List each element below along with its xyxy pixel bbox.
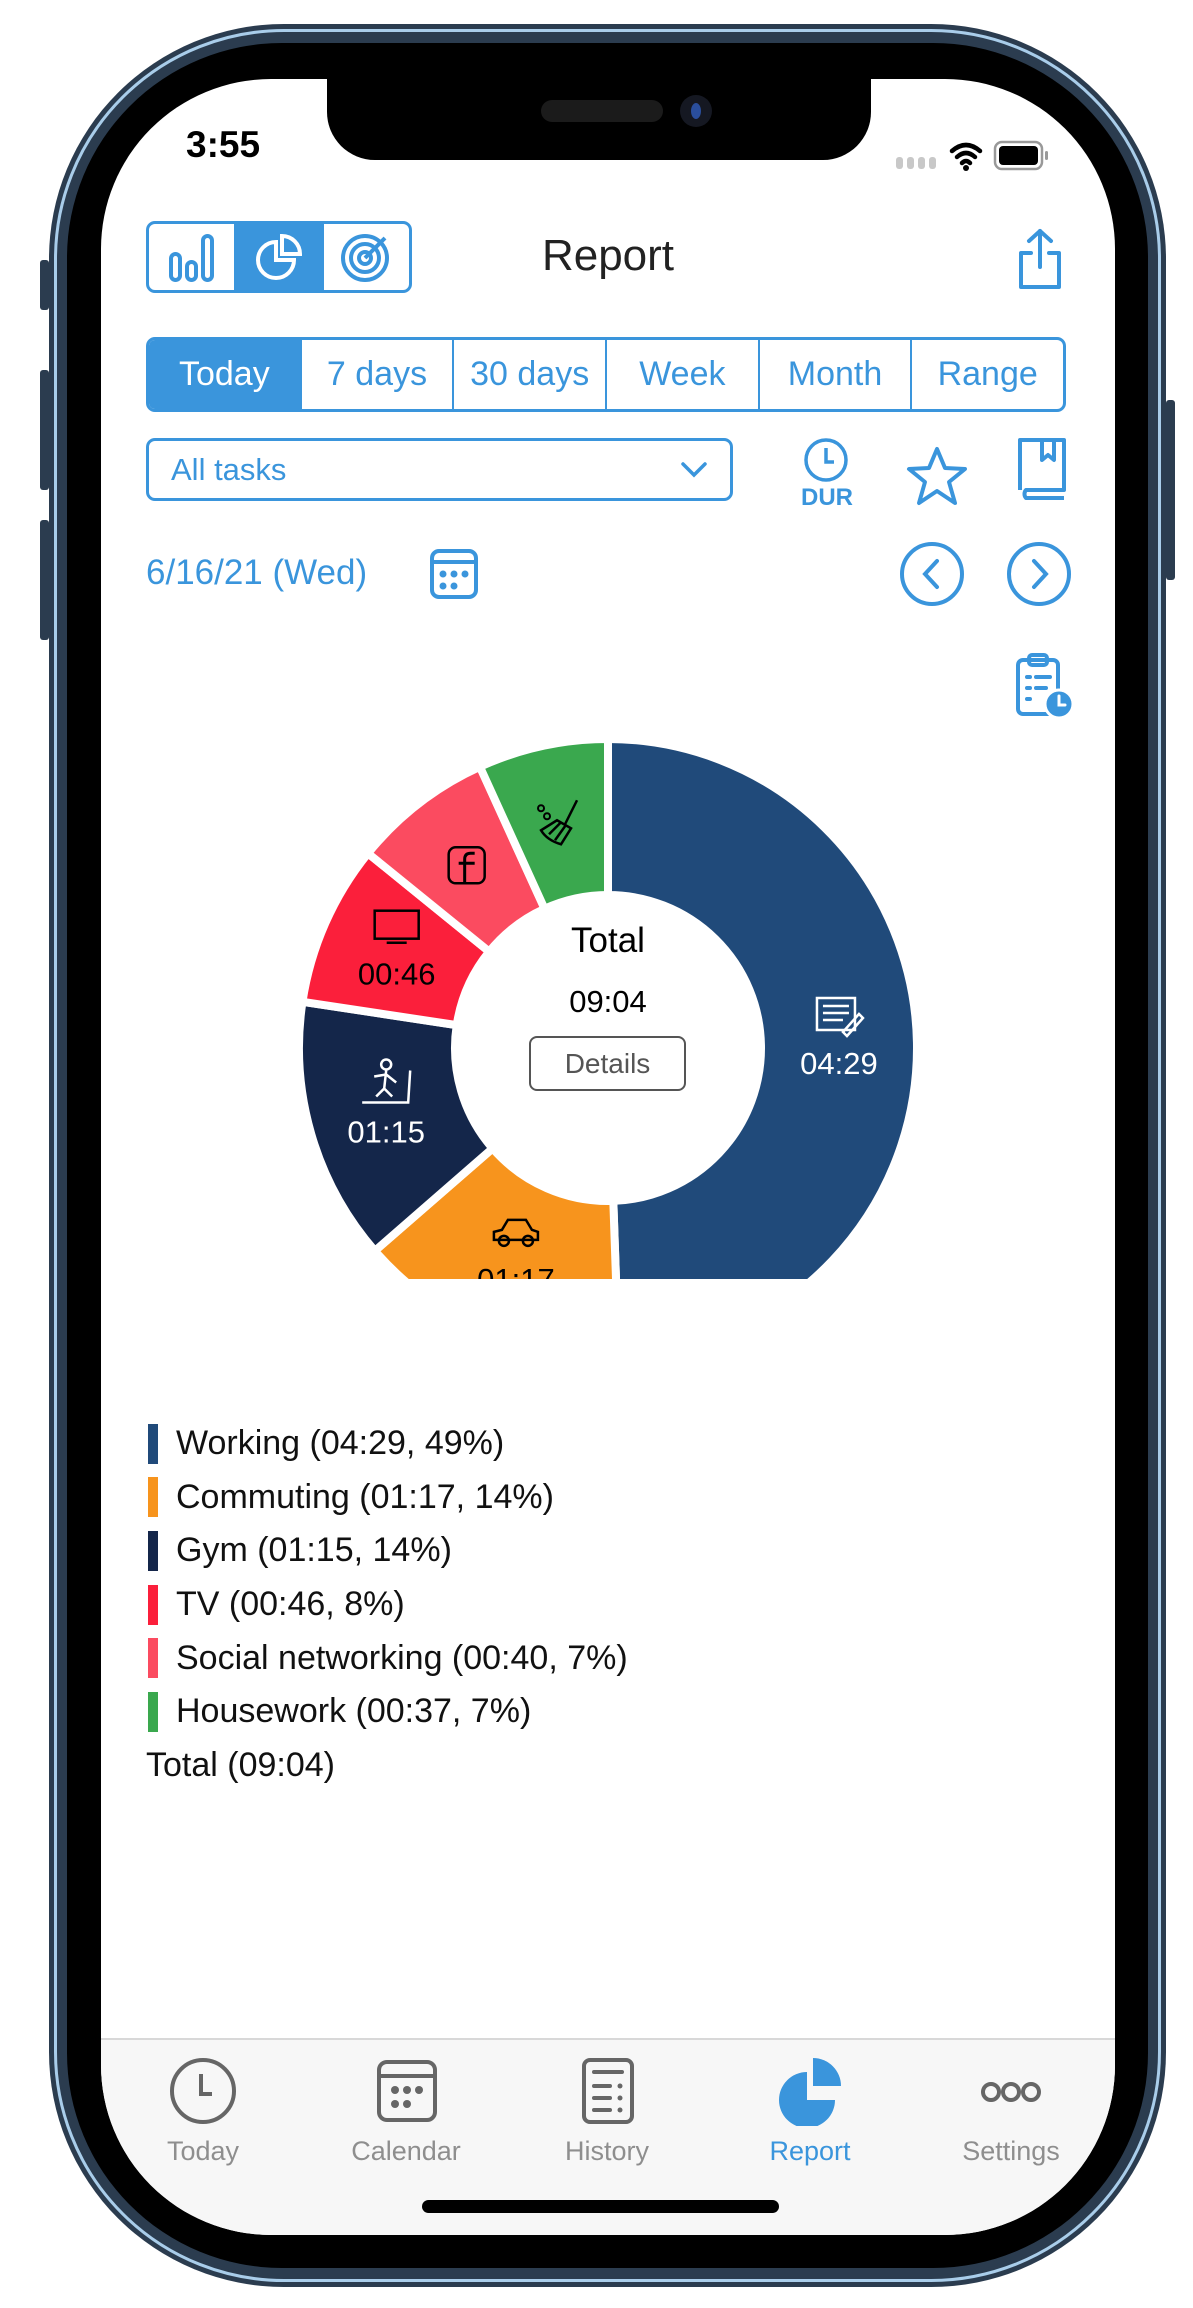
tab-history[interactable]: History [517,2040,697,2167]
next-day-button[interactable] [1006,541,1072,607]
car-icon [492,1218,540,1248]
period-week[interactable]: Week [607,340,760,409]
target-icon [341,234,390,282]
task-filter-value: All tasks [171,451,287,487]
legend-item: Working (04:29, 49%) [148,1417,628,1471]
camera [680,95,712,127]
bookmark-book-icon[interactable] [1016,436,1068,502]
document-edit-icon [815,996,865,1038]
slice-label: 04:29 [800,1046,878,1081]
bar-chart-view-button[interactable] [149,224,237,290]
period-30-days[interactable]: 30 days [454,340,608,409]
legend-label: Working (04:29, 49%) [176,1424,505,1463]
history-list-icon [582,2058,634,2124]
target-view-button[interactable] [324,224,409,290]
legend-label: TV (00:46, 8%) [176,1585,405,1624]
pie-chart-view-button[interactable] [236,224,324,290]
tv-icon [373,909,420,944]
slice-label: 01:15 [347,1114,425,1149]
clipboard-clock-icon[interactable] [1015,652,1075,720]
signal-icon [896,157,936,169]
power-button [1166,400,1175,580]
home-indicator [422,2200,779,2213]
tab-label: Today [166,2136,240,2166]
volume-up-button [40,370,49,490]
broom-icon [537,799,579,846]
period-today[interactable]: Today [149,340,302,409]
period-range[interactable]: Range [937,355,1038,393]
duration-toggle-button[interactable]: DUR [801,437,853,512]
legend-item: TV (00:46, 8%) [148,1578,628,1632]
chart-center-title: Total [571,921,645,960]
chevron-down-icon [681,461,707,477]
battery-icon [993,140,1048,171]
share-icon[interactable] [1015,227,1065,293]
star-icon[interactable] [906,446,968,506]
legend-label: Gym (01:15, 14%) [176,1531,452,1570]
volume-down-button [40,520,49,640]
task-filter-dropdown[interactable]: All tasks [146,438,733,501]
status-time: 3:55 [186,124,261,165]
chart-legend: Working (04:29, 49%) Commuting (01:17, 1… [146,1417,628,1792]
legend-label: Housework (00:37, 7%) [176,1692,532,1731]
legend-swatch [148,1584,158,1625]
legend-item: Social networking (00:40, 7%) [148,1631,628,1685]
tab-report[interactable]: Report [720,2040,900,2167]
legend-item: Commuting (01:17, 14%) [148,1471,628,1525]
status-icons [896,140,1048,171]
legend-label: Commuting (01:17, 14%) [176,1477,554,1516]
legend-item: Gym (01:15, 14%) [148,1524,628,1578]
side-button [40,260,49,310]
details-button[interactable]: Details [529,1036,686,1091]
donut-slice-housework[interactable] [475,735,612,913]
previous-day-button[interactable] [899,541,965,607]
page-title: Report [541,231,675,280]
tab-calendar[interactable]: Calendar [316,2040,496,2167]
date-label[interactable]: 6/16/21 (Wed) [146,553,368,592]
chart-center-total: 09:04 [569,984,647,1019]
legend-total: Total (09:04) [146,1745,335,1784]
period-7-days[interactable]: 7 days [302,340,455,409]
speaker [541,100,663,122]
tab-label: Settings [962,2136,1060,2166]
tab-label: History [564,2136,649,2166]
screen: 3:55 Report Today 7 days 30 days Week Mo… [101,79,1115,2235]
clock-icon [804,438,848,482]
legend-swatch [148,1530,158,1571]
wifi-icon [949,142,983,166]
calendar-icon [377,2060,437,2122]
period-month[interactable]: Month [760,340,913,409]
tab-today[interactable]: Today [113,2040,293,2167]
donut-chart: 04:29 01:17 01:15 00:46 [295,735,921,1279]
dur-label: DUR [801,484,853,511]
legend-item: Housework (00:37, 7%) [148,1685,628,1739]
bar-chart-icon [168,234,214,282]
legend-swatch [148,1691,158,1732]
legend-swatch [148,1423,158,1464]
calendar-icon[interactable] [429,548,479,600]
clock-icon [170,2058,236,2124]
slice-label: 00:46 [358,957,436,992]
legend-label: Social networking (00:40, 7%) [176,1638,628,1677]
notch [327,79,871,160]
view-mode-control [146,221,412,293]
donut-slice-commuting[interactable] [370,1144,621,1279]
slice-label: 01:17 [477,1262,555,1279]
tab-settings[interactable]: Settings [921,2040,1101,2167]
tab-label: Calendar [351,2136,461,2166]
donut-slice-working[interactable] [604,735,921,1279]
more-dots-icon [981,2082,1041,2102]
donut-slice-gym[interactable] [295,997,497,1255]
treadmill-icon [362,1058,412,1104]
tab-label: Report [769,2136,851,2166]
pie-chart-icon [255,233,302,280]
legend-swatch [148,1638,158,1679]
legend-swatch [148,1477,158,1518]
facebook-icon [447,846,486,885]
pie-chart-icon [779,2058,841,2126]
period-selector: Today 7 days 30 days Week Month Range [146,337,1066,412]
